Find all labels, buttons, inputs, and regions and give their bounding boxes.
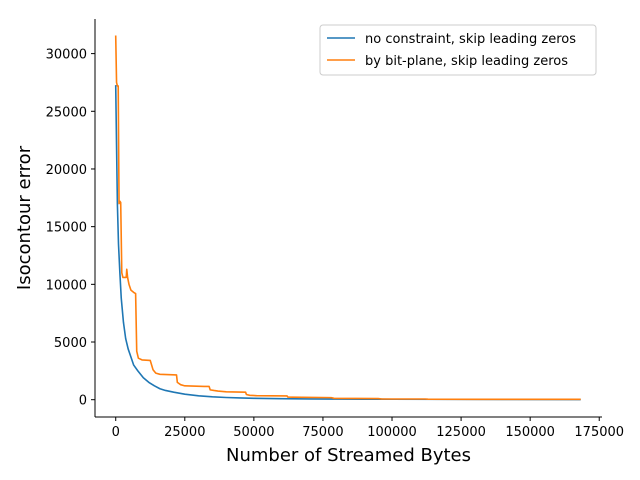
x-axis-label: Number of Streamed Bytes: [226, 445, 471, 466]
x-tick-label: 0: [112, 425, 120, 440]
y-tick-label: 25000: [46, 105, 87, 120]
legend-label-1: no constraint, skip leading zeros: [365, 32, 576, 47]
axes-layer: 0 25000 50000 75000 100000 125000 150000 175000…: [46, 19, 624, 440]
legend-frame: [319, 24, 597, 76]
legend-label-2: by bit-plane, skip leading zeros: [365, 54, 568, 69]
y-tick-label: 0: [79, 394, 87, 409]
x-tick-label: 100000: [367, 425, 417, 440]
x-tick-label: 175000: [574, 425, 624, 440]
y-axis-label: Isocontour error: [14, 145, 35, 290]
series-line-1: [114, 85, 581, 401]
y-tick-label: 30000: [46, 48, 87, 63]
series-line-2: [114, 35, 581, 401]
x-tick-label: 50000: [233, 425, 274, 440]
y-tick-label: 5000: [54, 336, 87, 351]
x-tick-label: 25000: [164, 425, 205, 440]
y-tick-label: 10000: [46, 278, 87, 293]
x-tick-label: 125000: [436, 425, 486, 440]
legend: no constraint, skip leading zeros by bit-…: [319, 24, 597, 76]
x-tick-label: 150000: [505, 425, 555, 440]
x-tick-label: 75000: [302, 425, 343, 440]
y-tick-label: 15000: [46, 221, 87, 236]
y-tick-label: 20000: [46, 163, 87, 178]
series-layer: [114, 35, 581, 401]
